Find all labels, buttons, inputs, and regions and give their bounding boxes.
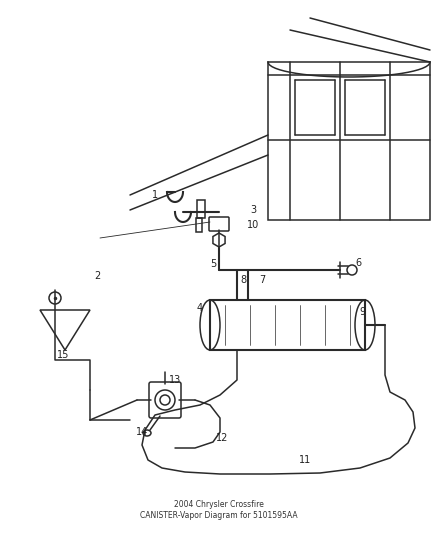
Text: 5: 5: [210, 259, 216, 269]
Text: 13: 13: [169, 375, 181, 385]
Bar: [196, 218, 202, 232]
Text: 14: 14: [136, 427, 148, 437]
Text: 7: 7: [259, 275, 265, 285]
Text: 2: 2: [94, 271, 100, 281]
Bar: [197, 200, 205, 218]
Text: 15: 15: [57, 350, 69, 360]
Text: 10: 10: [247, 220, 259, 230]
Text: 9: 9: [359, 307, 365, 317]
Text: 2004 Chrysler Crossfire
CANISTER-Vapor Diagram for 5101595AA: 2004 Chrysler Crossfire CANISTER-Vapor D…: [140, 500, 298, 520]
Text: 8: 8: [240, 275, 246, 285]
Text: 3: 3: [250, 205, 256, 215]
Bar: [210, 300, 365, 350]
Text: 1: 1: [152, 190, 158, 200]
Text: 12: 12: [216, 433, 228, 443]
Text: 11: 11: [299, 455, 311, 465]
Text: 6: 6: [355, 258, 361, 268]
Text: 4: 4: [197, 303, 203, 313]
